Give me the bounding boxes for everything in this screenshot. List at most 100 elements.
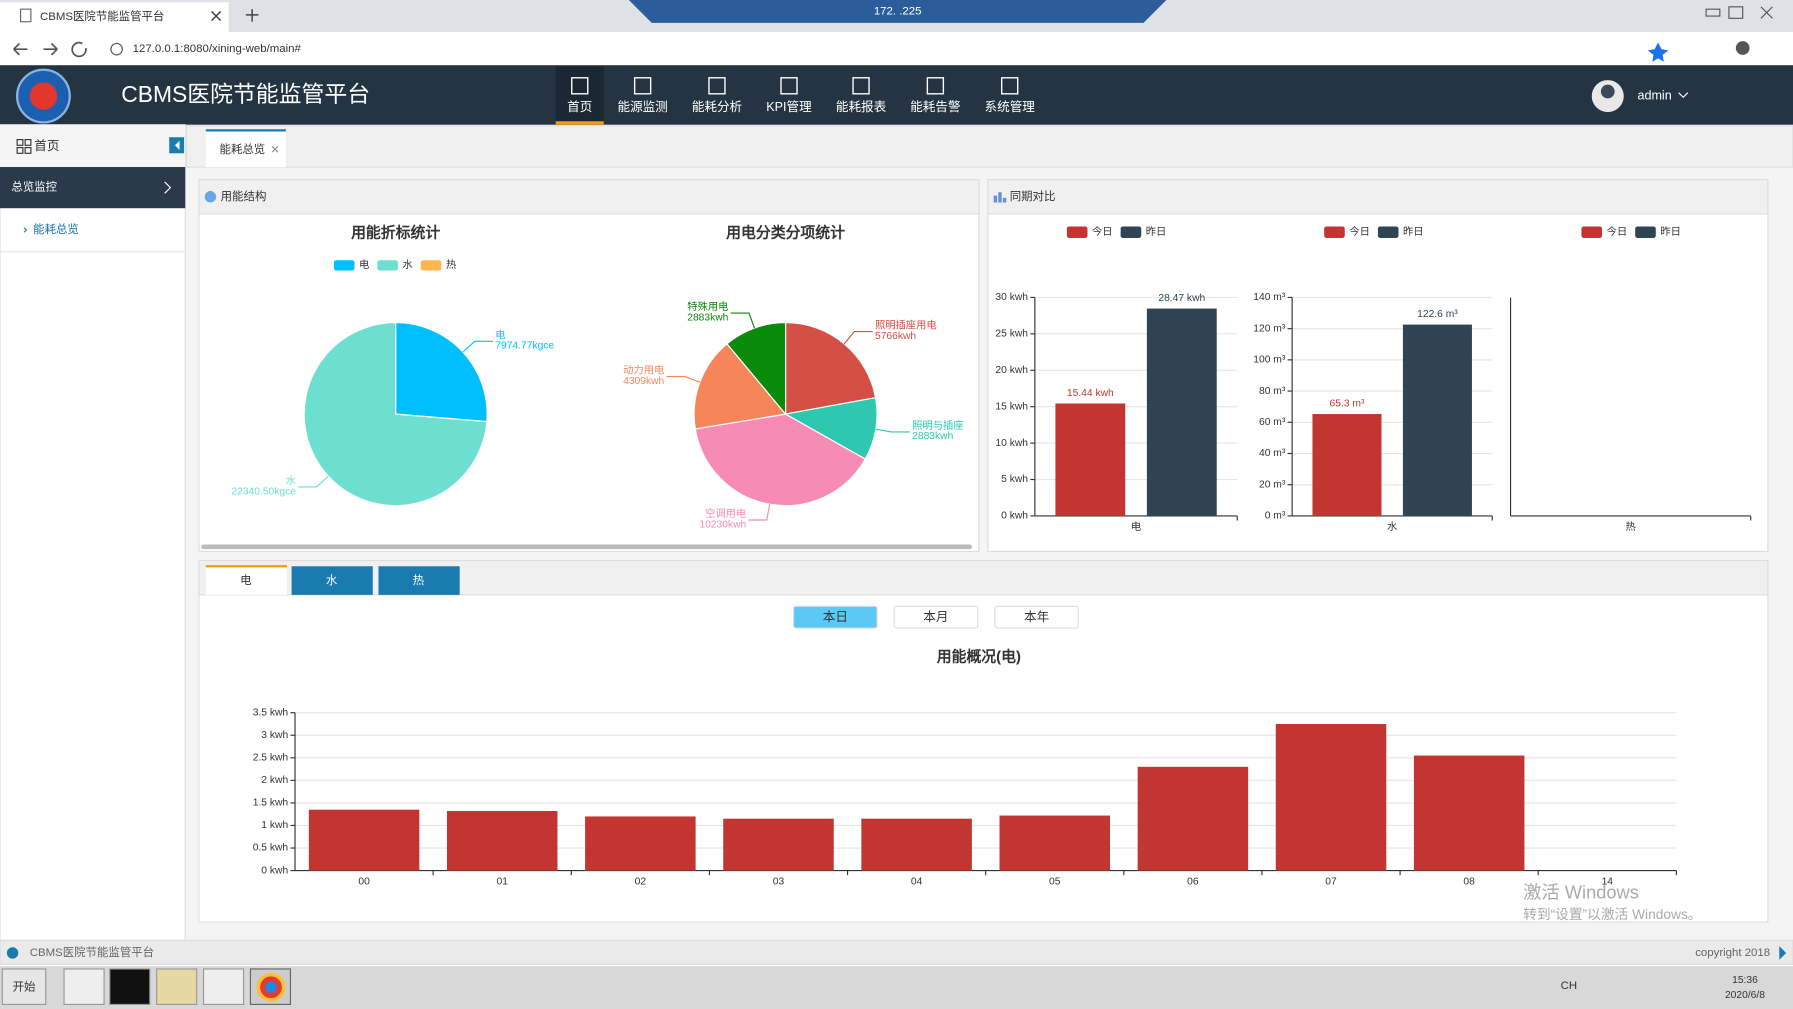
browser-tab[interactable] bbox=[0, 2, 229, 33]
lang[interactable]: CH bbox=[1561, 980, 1577, 992]
nav-item[interactable]: KPI管理 bbox=[766, 100, 812, 114]
bar-label: 65.3 m³ bbox=[1330, 398, 1365, 409]
bar bbox=[1402, 324, 1472, 516]
footer bbox=[0, 939, 1793, 965]
nav-item[interactable]: 能耗告警 bbox=[910, 99, 961, 114]
user-chevron[interactable] bbox=[1678, 92, 1689, 99]
app-header bbox=[0, 65, 1793, 125]
chrome-icon-center bbox=[265, 981, 277, 993]
home-icon bbox=[16, 138, 32, 154]
period-button-label[interactable]: 本月 bbox=[923, 610, 948, 624]
taskbar-app[interactable] bbox=[63, 968, 105, 1005]
slice-value: 7974.77kgce bbox=[495, 341, 554, 352]
start-label[interactable]: 开始 bbox=[13, 979, 36, 993]
nav-item[interactable]: 首页 bbox=[567, 100, 592, 114]
nav-icon bbox=[780, 77, 798, 95]
nav-item[interactable]: 能源监测 bbox=[617, 100, 667, 114]
usage-tab-label[interactable]: 电 bbox=[240, 574, 251, 587]
x-tick-label: 02 bbox=[635, 877, 647, 888]
clock-date: 2020/6/8 bbox=[1725, 990, 1765, 1001]
logo-inner bbox=[29, 82, 58, 110]
url[interactable]: 127.0.0.1:8080/xining-web/main# bbox=[133, 43, 302, 55]
usage-tab-label[interactable]: 热 bbox=[413, 574, 425, 587]
y-tick-label: 0 kwh bbox=[261, 865, 288, 876]
bar bbox=[723, 818, 834, 871]
bookmark-star[interactable] bbox=[1647, 42, 1669, 62]
nav-buttons[interactable] bbox=[13, 41, 87, 58]
usage-tab[interactable] bbox=[378, 566, 460, 595]
slice-value: 2883kwh bbox=[912, 431, 953, 442]
slice-value: 10230kwh bbox=[699, 519, 746, 530]
y-tick-label: 5 kwh bbox=[1001, 474, 1028, 485]
y-tick-label: 3 kwh bbox=[261, 730, 288, 741]
period-button[interactable] bbox=[893, 605, 979, 629]
start-button[interactable] bbox=[1, 968, 47, 1005]
y-tick-label: 25 kwh bbox=[995, 329, 1028, 340]
footer-arrow[interactable] bbox=[1779, 946, 1787, 960]
pie-slice bbox=[726, 322, 787, 416]
profile-icon[interactable] bbox=[1735, 41, 1750, 55]
sidebar-group-label[interactable]: 总览监控 bbox=[11, 180, 57, 194]
scrollbar[interactable] bbox=[201, 544, 972, 550]
x-tick-label: 热 bbox=[1625, 520, 1635, 533]
taskbar-app[interactable] bbox=[156, 968, 198, 1005]
label-line bbox=[748, 504, 771, 521]
nav-item[interactable]: 能耗分析 bbox=[692, 100, 743, 114]
y-tick-label: 20 m³ bbox=[1259, 479, 1286, 490]
sidebar-home[interactable] bbox=[0, 125, 186, 168]
sidebar-group[interactable] bbox=[0, 167, 186, 209]
page-tab[interactable] bbox=[205, 130, 286, 168]
nav-icon bbox=[852, 77, 870, 95]
bar-label: 122.6 m³ bbox=[1417, 309, 1458, 320]
label-line bbox=[875, 428, 910, 433]
x-tick-label: 08 bbox=[1463, 877, 1475, 888]
period-button[interactable] bbox=[994, 605, 1079, 629]
window-controls[interactable] bbox=[1705, 6, 1773, 19]
chart-title: 用能折标统计 bbox=[351, 223, 440, 241]
y-tick-label: 0.5 kwh bbox=[253, 843, 289, 854]
usage-tab[interactable] bbox=[291, 566, 373, 595]
x-tick-label: 04 bbox=[911, 877, 923, 888]
nav-item[interactable]: 系统管理 bbox=[985, 100, 1036, 114]
pie-slice bbox=[395, 322, 488, 423]
clock-time: 15:36 bbox=[1732, 975, 1758, 986]
page-icon bbox=[20, 8, 32, 23]
y-tick-label: 120 m³ bbox=[1253, 323, 1286, 334]
panel-icon bbox=[993, 192, 1007, 203]
panel-icon bbox=[204, 191, 217, 203]
period-button-label[interactable]: 本日 bbox=[823, 610, 848, 624]
legend-label: 昨日 bbox=[1146, 226, 1167, 238]
sidebar-item[interactable]: 能耗总览 bbox=[33, 222, 79, 236]
usage-tab[interactable] bbox=[205, 566, 288, 595]
taskbar-app[interactable] bbox=[202, 968, 245, 1005]
page-tab-close[interactable] bbox=[271, 146, 279, 153]
usage-tabs: 电水热 bbox=[205, 565, 460, 595]
legend-label: 热 bbox=[446, 258, 456, 271]
panel-header bbox=[987, 179, 1769, 215]
item-bullet bbox=[23, 227, 28, 233]
tab-title: CBMS医院节能监管平台 bbox=[40, 9, 164, 23]
page-tab-label[interactable]: 能耗总览 bbox=[220, 142, 266, 156]
slice-value: 2883kwh bbox=[687, 312, 728, 323]
nav-indicator bbox=[555, 121, 604, 125]
usage-tab-label[interactable]: 水 bbox=[326, 574, 338, 587]
period-button[interactable] bbox=[793, 605, 878, 629]
x-tick-label: 01 bbox=[497, 877, 509, 888]
nav-icon bbox=[926, 77, 945, 95]
user-name[interactable]: admin bbox=[1637, 88, 1671, 102]
bar bbox=[861, 818, 972, 871]
y-tick-label: 40 m³ bbox=[1259, 448, 1286, 459]
bar-label: 15.44 kwh bbox=[1067, 388, 1114, 399]
nav-icon bbox=[633, 77, 652, 95]
panel-header bbox=[198, 179, 980, 215]
tab-controls[interactable] bbox=[211, 9, 259, 22]
x-tick-label: 05 bbox=[1049, 877, 1061, 888]
period-button-label[interactable]: 本年 bbox=[1024, 610, 1049, 624]
label-line bbox=[298, 475, 329, 488]
sidebar-home-label[interactable]: 首页 bbox=[34, 139, 59, 153]
watermark-line2: 转到“设置”以激活 Windows。 bbox=[1523, 907, 1701, 922]
taskbar-app[interactable] bbox=[109, 968, 151, 1005]
legend-swatch bbox=[333, 260, 355, 271]
nav-item[interactable]: 能耗报表 bbox=[836, 100, 887, 114]
